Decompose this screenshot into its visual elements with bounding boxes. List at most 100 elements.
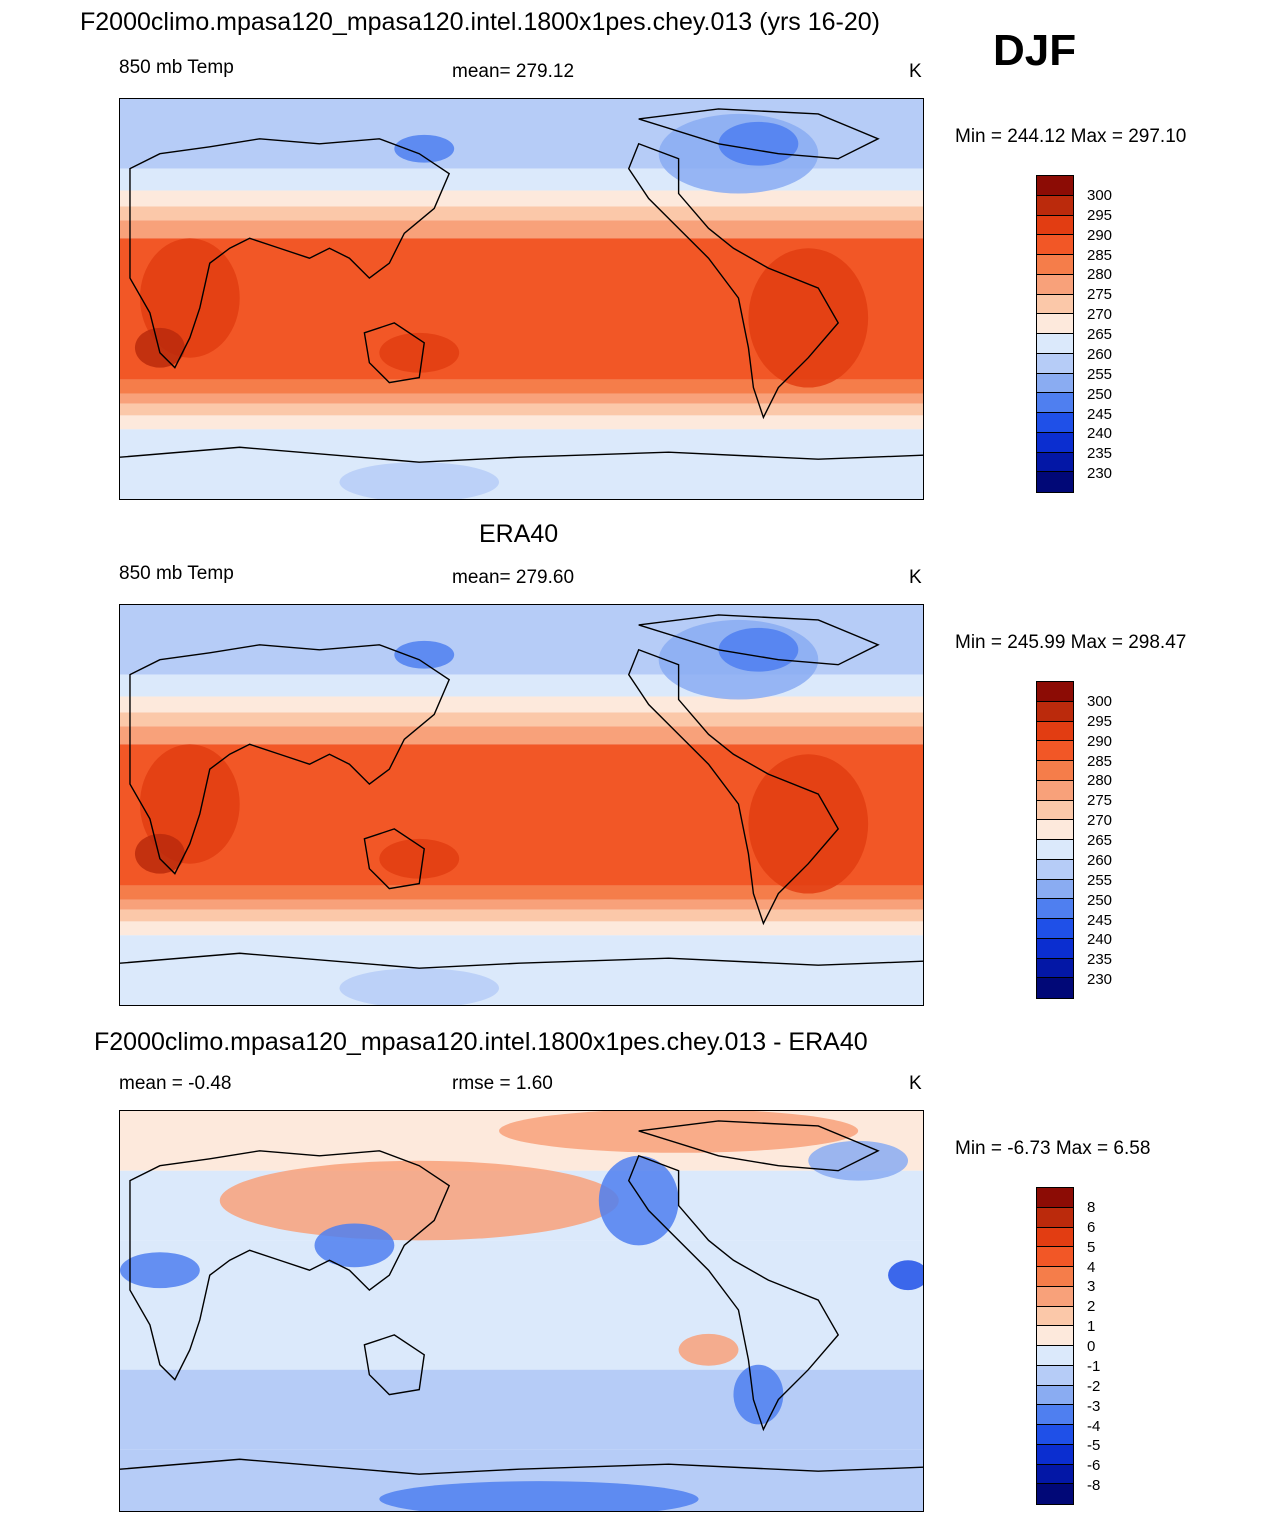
contour-region xyxy=(888,1260,923,1291)
legend-swatch xyxy=(1037,294,1073,315)
legend-label: 2 xyxy=(1087,1298,1096,1316)
legend-label: 275 xyxy=(1087,286,1113,304)
legend-label: 245 xyxy=(1087,405,1113,423)
contour-band xyxy=(120,885,923,900)
legend-label: -8 xyxy=(1087,1477,1101,1495)
legend-label: 285 xyxy=(1087,246,1113,264)
contour-band xyxy=(120,909,923,922)
contour-region xyxy=(748,754,869,894)
contour-band xyxy=(120,935,923,1005)
panel-3-map xyxy=(119,1110,924,1512)
legend-swatch xyxy=(1037,780,1073,801)
contour-region xyxy=(139,744,240,864)
coastline xyxy=(120,952,923,969)
contour-band xyxy=(120,1369,923,1450)
legend-swatch xyxy=(1037,1346,1073,1366)
legend-swatch xyxy=(1037,176,1073,196)
contour-region xyxy=(120,1252,200,1289)
coastline xyxy=(638,1120,880,1172)
panel-3-mean: mean = -0.48 xyxy=(119,1073,232,1094)
legend-swatch xyxy=(1037,701,1073,722)
legend-swatch xyxy=(1037,721,1073,742)
legend-swatch xyxy=(1037,761,1073,781)
legend-swatch xyxy=(1037,1385,1073,1406)
panel-3-title: F2000climo.mpasa120_mpasa120.intel.1800x… xyxy=(94,1028,868,1056)
legend-swatch xyxy=(1037,682,1073,702)
contour-region xyxy=(598,1155,679,1246)
legend-label: 4 xyxy=(1087,1258,1096,1276)
legend-label: -1 xyxy=(1087,1357,1101,1375)
legend-label: 270 xyxy=(1087,306,1113,324)
legend-swatch xyxy=(1037,820,1073,840)
legend-label: 250 xyxy=(1087,891,1113,909)
coastline xyxy=(627,648,840,926)
legend-swatch xyxy=(1037,1464,1073,1485)
legend-label: 3 xyxy=(1087,1278,1096,1296)
contour-band xyxy=(120,190,923,207)
contour-region xyxy=(748,248,869,388)
contour-region xyxy=(339,968,500,1005)
legend-label: -3 xyxy=(1087,1397,1101,1415)
legend-swatch xyxy=(1037,334,1073,354)
legend-label: 6 xyxy=(1087,1218,1096,1236)
contour-region xyxy=(379,332,460,373)
coastline xyxy=(638,108,880,160)
legend-label: 260 xyxy=(1087,851,1113,869)
legend-label: 255 xyxy=(1087,871,1113,889)
legend-swatch xyxy=(1037,899,1073,919)
contour-band xyxy=(120,403,923,416)
legend-swatch xyxy=(1037,1247,1073,1267)
legend-swatch xyxy=(1037,1405,1073,1425)
legend-swatch xyxy=(1037,1306,1073,1327)
legend-swatch xyxy=(1037,859,1073,880)
legend-label: 235 xyxy=(1087,951,1113,969)
contour-region xyxy=(394,640,455,669)
contour-region xyxy=(499,1111,859,1153)
panel-3-minmax: Min = -6.73 Max = 6.58 xyxy=(955,1138,1151,1159)
contour-region xyxy=(219,1160,619,1241)
legend-label: 250 xyxy=(1087,385,1113,403)
contour-region xyxy=(678,1333,739,1366)
legend-label: 8 xyxy=(1087,1198,1096,1216)
contour-band xyxy=(120,393,923,404)
panel-2-minmax: Min = 245.99 Max = 298.47 xyxy=(955,632,1187,653)
coastline xyxy=(627,1154,840,1432)
contour-band xyxy=(120,379,923,394)
legend-label: 290 xyxy=(1087,732,1113,750)
season-label: DJF xyxy=(993,26,1077,75)
legend-label: 275 xyxy=(1087,792,1113,810)
contour-band xyxy=(120,899,923,910)
legend-swatch xyxy=(1037,879,1073,900)
panel-3-rmse: rmse = 1.60 xyxy=(452,1073,553,1094)
legend-swatch xyxy=(1037,840,1073,860)
contour-band xyxy=(120,696,923,713)
coastline xyxy=(120,1458,923,1475)
contour-band xyxy=(120,429,923,499)
contour-region xyxy=(394,134,455,163)
panel-2-legend-bar xyxy=(1036,681,1074,999)
legend-label: 255 xyxy=(1087,365,1113,383)
contour-band xyxy=(120,726,923,745)
legend-label: 230 xyxy=(1087,971,1113,989)
legend-swatch xyxy=(1037,413,1073,433)
main-title: F2000climo.mpasa120_mpasa120.intel.1800x… xyxy=(80,8,881,36)
legend-swatch xyxy=(1037,353,1073,374)
legend-swatch xyxy=(1037,274,1073,295)
legend-swatch xyxy=(1037,919,1073,939)
legend-swatch xyxy=(1037,215,1073,236)
coastline xyxy=(627,142,840,420)
legend-label: 300 xyxy=(1087,692,1113,710)
contour-band xyxy=(120,220,923,239)
legend-label: 295 xyxy=(1087,206,1113,224)
contour-region xyxy=(733,1364,784,1425)
legend-label: 245 xyxy=(1087,911,1113,929)
panel-1-map xyxy=(119,98,924,500)
legend-swatch xyxy=(1037,978,1073,998)
contour-band xyxy=(120,206,923,221)
coastline xyxy=(363,828,425,890)
panel-3-legend-bar xyxy=(1036,1187,1074,1505)
contour-region xyxy=(718,121,799,166)
contour-region xyxy=(134,327,185,368)
panel-3-map-svg xyxy=(120,1111,923,1511)
legend-label: 235 xyxy=(1087,445,1113,463)
